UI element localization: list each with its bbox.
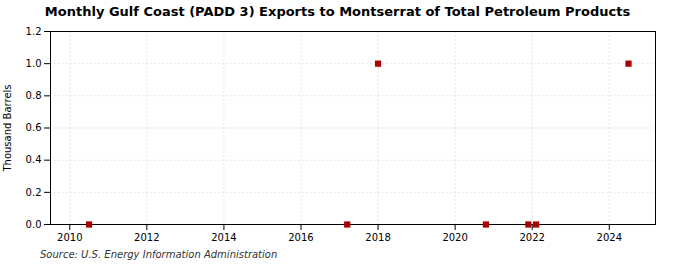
html-text:Monthly Gulf Coast (PADD 3) Ex: Monthly Gulf Coast (PADD 3) Exports to M… xyxy=(44,4,631,19)
svg-text:0.6: 0.6 xyxy=(26,122,42,133)
svg-text:2018: 2018 xyxy=(365,232,390,243)
svg-text:2014: 2014 xyxy=(211,232,236,243)
svg-text:0.8: 0.8 xyxy=(26,90,42,101)
svg-text:0.0: 0.0 xyxy=(26,219,42,230)
html-text:Source: U.S. Energy Informatio: Source: U.S. Energy Information Administ… xyxy=(40,249,278,260)
svg-text:Thousand Barrels: Thousand Barrels xyxy=(2,84,13,172)
svg-text:2016: 2016 xyxy=(288,232,313,243)
svg-text:1.0: 1.0 xyxy=(26,58,42,69)
svg-text:2024: 2024 xyxy=(597,232,622,243)
svg-text:2022: 2022 xyxy=(519,232,544,243)
svg-text:0.4: 0.4 xyxy=(26,154,42,165)
svg-text:2012: 2012 xyxy=(134,232,159,243)
svg-text:2010: 2010 xyxy=(57,232,82,243)
svg-text:2020: 2020 xyxy=(442,232,467,243)
svg-text:0.2: 0.2 xyxy=(26,187,42,198)
svg-text:1.2: 1.2 xyxy=(26,26,42,37)
